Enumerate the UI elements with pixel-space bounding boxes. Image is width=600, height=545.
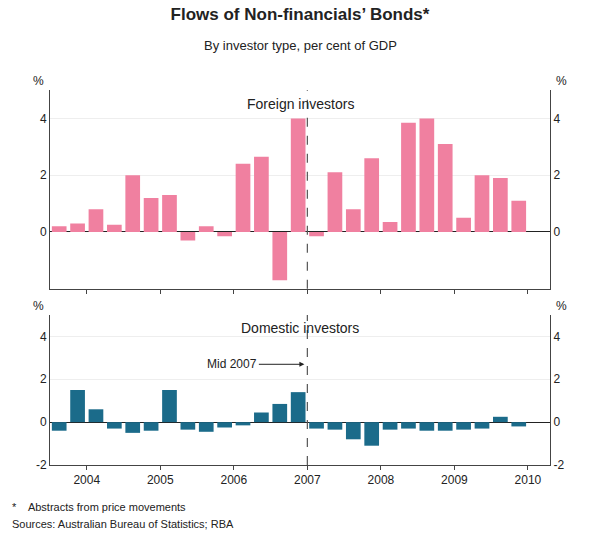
svg-text:%: %	[556, 299, 567, 313]
svg-text:-2: -2	[36, 458, 47, 472]
svg-text:* Abstracts from price move: * Abstracts from price movements	[12, 501, 186, 513]
svg-text:4: 4	[40, 112, 47, 126]
svg-text:Mid 2007: Mid 2007	[207, 357, 257, 371]
svg-text:Sources: Australian Bureau of: Sources: Australian Bureau of Statistics…	[12, 518, 234, 530]
svg-text:0: 0	[40, 415, 47, 429]
svg-text:0: 0	[553, 415, 560, 429]
svg-text:2007: 2007	[294, 473, 321, 487]
svg-text:2: 2	[553, 168, 560, 182]
svg-text:Domestic investors: Domestic investors	[241, 320, 359, 336]
svg-text:2006: 2006	[220, 473, 247, 487]
svg-text:2005: 2005	[147, 473, 174, 487]
svg-text:%: %	[556, 74, 567, 88]
svg-text:2010: 2010	[515, 473, 542, 487]
svg-text:-2: -2	[553, 458, 564, 472]
svg-text:2009: 2009	[441, 473, 468, 487]
svg-text:2008: 2008	[368, 473, 395, 487]
svg-text:4: 4	[40, 330, 47, 344]
svg-text:2004: 2004	[73, 473, 100, 487]
svg-text:Foreign investors: Foreign investors	[247, 96, 354, 112]
svg-text:%: %	[33, 299, 44, 313]
svg-text:2: 2	[40, 372, 47, 386]
svg-text:%: %	[33, 74, 44, 88]
svg-text:0: 0	[40, 225, 47, 239]
svg-text:4: 4	[553, 330, 560, 344]
svg-text:4: 4	[553, 112, 560, 126]
svg-text:Flows of Non-financials’ Bonds: Flows of Non-financials’ Bonds*	[171, 5, 430, 24]
svg-text:2: 2	[40, 168, 47, 182]
svg-text:By investor type, per cent of: By investor type, per cent of GDP	[204, 38, 397, 53]
svg-text:0: 0	[553, 225, 560, 239]
svg-text:2: 2	[553, 372, 560, 386]
